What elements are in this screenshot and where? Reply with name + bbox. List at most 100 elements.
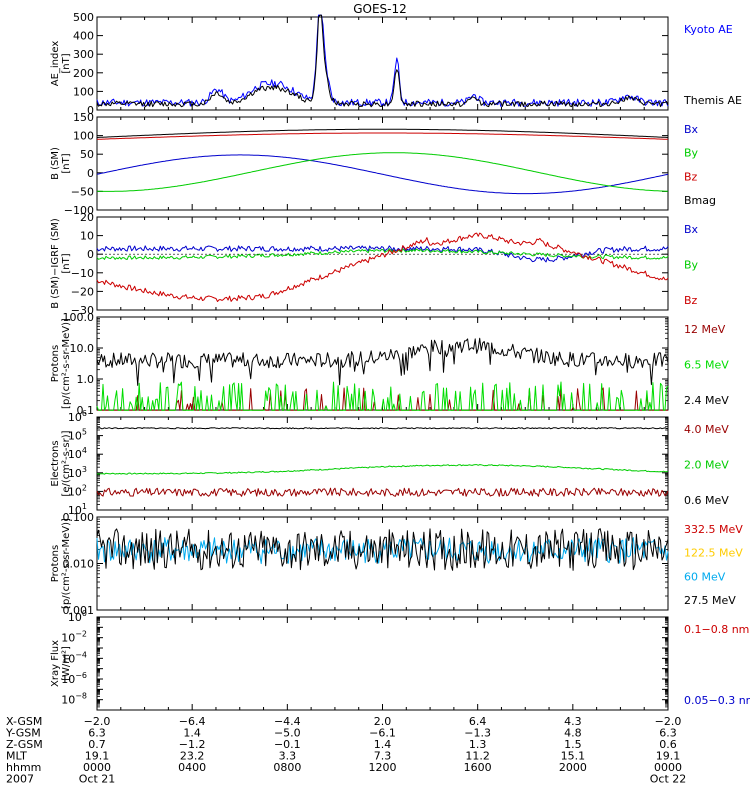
y-axis-label-line: Xray Flux <box>50 640 61 687</box>
y-tick-label: 1.0 <box>77 373 95 386</box>
series-line-bdiff-2 <box>96 232 669 302</box>
x-row-value: 6.4 <box>469 715 487 728</box>
panel-frame <box>96 116 669 211</box>
x-row-value: 0000 <box>654 761 682 774</box>
series-line-protons_hi-0 <box>97 387 668 411</box>
y-axis-label: B (SM)−IGRF (SM)[nT] <box>50 218 72 309</box>
x-row-label: Z-GSM <box>6 738 43 751</box>
y-tick-label: 0 <box>87 167 94 180</box>
plot-title: GOES-12 <box>353 2 407 16</box>
y-tick-label: 10.0 <box>70 342 95 355</box>
x-row-label: MLT <box>6 750 27 763</box>
y-tick-label: 10 <box>80 230 94 243</box>
x-row-value: 0800 <box>273 761 301 774</box>
x-row-value: 0000 <box>83 761 111 774</box>
x-row-value: 1.5 <box>564 738 582 751</box>
y-tick-label: 50 <box>80 148 94 161</box>
y-tick-label: 150 <box>73 111 94 124</box>
y-tick-base: 10 <box>61 673 75 686</box>
y-tick-exponent: 2 <box>82 483 87 492</box>
x-row-value: 1.4 <box>183 727 201 740</box>
series-line-protons_hi-1 <box>96 381 669 411</box>
y-axis-label-line: Protons <box>50 345 61 382</box>
x-row-value: 0.6 <box>659 738 677 751</box>
y-tick-exponent: 5 <box>82 428 87 437</box>
legend-entry-bsm-3: Bmag <box>684 194 716 207</box>
x-row-value: 1.3 <box>469 738 487 751</box>
y-tick-label: 500 <box>73 11 94 24</box>
y-tick-label: 105 <box>68 428 87 443</box>
y-tick-label: 10−8 <box>61 692 87 707</box>
legend-entry-ae-0: Kyoto AE <box>684 23 733 36</box>
y-tick-label: 10−2 <box>61 630 87 645</box>
x-row-value: 6.3 <box>659 727 677 740</box>
legend-entry-protons_lo-3: 27.5 MeV <box>684 594 736 607</box>
y-tick-exponent: −4 <box>75 650 87 659</box>
panel-frame <box>96 616 669 711</box>
legend-entry-bdiff-1: By <box>684 259 699 272</box>
y-axis-label-line: B (SM) <box>50 147 61 180</box>
legend-entry-electrons-2: 0.6 MeV <box>684 494 729 507</box>
y-axis-label-line: [nT] <box>61 253 72 273</box>
y-tick-label: 20 <box>80 211 94 224</box>
series-line-bsm-1 <box>96 152 668 192</box>
y-tick-base: 10 <box>68 504 82 517</box>
x-row-label: hhmm <box>6 761 41 774</box>
panel-protons_hi: 0.11.010.0100.0Protons[p/(cm²-s-sr-MeV)]… <box>50 311 729 417</box>
panel-electrons: 101102103104105106Electrons[e/(cm²-s-sr)… <box>50 409 729 517</box>
x-row-value: −0.1 <box>274 738 301 751</box>
y-tick-base: 10 <box>61 694 75 707</box>
y-tick-exponent: 4 <box>82 446 87 455</box>
y-tick-base: 10 <box>61 632 75 645</box>
y-tick-label: 106 <box>68 409 87 424</box>
series-line-protons_lo-3 <box>96 528 669 571</box>
x-row-value: 19.1 <box>85 750 110 763</box>
legend-entry-bdiff-0: Bx <box>684 223 699 236</box>
y-axis-label-line: [e/(cm²-s-sr)] <box>61 430 72 496</box>
legend-entry-xray-1: 0.05−0.3 nm <box>684 694 750 707</box>
x-row-value: −6.1 <box>369 727 396 740</box>
x-row-value: 6.3 <box>88 727 106 740</box>
y-tick-exponent: −8 <box>75 692 87 701</box>
y-tick-label: 0 <box>87 248 94 261</box>
y-tick-exponent: 1 <box>82 502 87 511</box>
x-row-value: −1.2 <box>179 738 206 751</box>
y-tick-label: 0.1 <box>77 404 95 417</box>
y-tick-label: 400 <box>73 30 94 43</box>
y-axis-label-line: AE_index <box>50 41 61 87</box>
series-line-bsm-3 <box>96 128 669 138</box>
x-row-value: 3.3 <box>279 750 297 763</box>
panel-frame <box>96 16 669 111</box>
x-row-value: 4.3 <box>564 715 582 728</box>
y-tick-label: 0.010 <box>63 558 95 571</box>
y-tick-exponent: −2 <box>75 630 87 639</box>
x-row-value: 0.7 <box>88 738 106 751</box>
y-tick-label: 200 <box>73 67 94 80</box>
legend-entry-bsm-0: Bx <box>684 123 699 136</box>
y-tick-label: 104 <box>68 446 87 461</box>
y-axis-label-line: [W/m²] <box>61 646 72 681</box>
y-tick-label: 100 <box>73 130 94 143</box>
y-axis-label: Protons[p/(cm²-s-sr-MeV)] <box>50 518 72 609</box>
panel-frame <box>96 516 669 611</box>
legend-entry-bdiff-2: Bz <box>684 294 698 307</box>
series-line-ae-0 <box>96 14 669 107</box>
y-tick-label: 101 <box>68 502 87 517</box>
series-line-bsm-2 <box>97 132 668 140</box>
y-tick-label: 0 <box>87 104 94 117</box>
y-tick-label: 0.100 <box>63 511 95 524</box>
x-row-value: −2.0 <box>655 715 682 728</box>
x-row-value: 1600 <box>464 761 492 774</box>
x-row-value: 19.1 <box>656 750 681 763</box>
series-line-bsm-0 <box>96 154 669 195</box>
y-tick-base: 10 <box>68 611 82 624</box>
x-row-label: Y-GSM <box>5 727 41 740</box>
x-row-value: 2.0 <box>374 715 392 728</box>
y-tick-base: 10 <box>61 652 75 665</box>
x-row-value: 1.4 <box>374 738 392 751</box>
y-axis-label: B (SM)[nT] <box>50 147 72 180</box>
x-row-value: 15.1 <box>561 750 586 763</box>
y-axis-label-line: Protons <box>50 545 61 582</box>
